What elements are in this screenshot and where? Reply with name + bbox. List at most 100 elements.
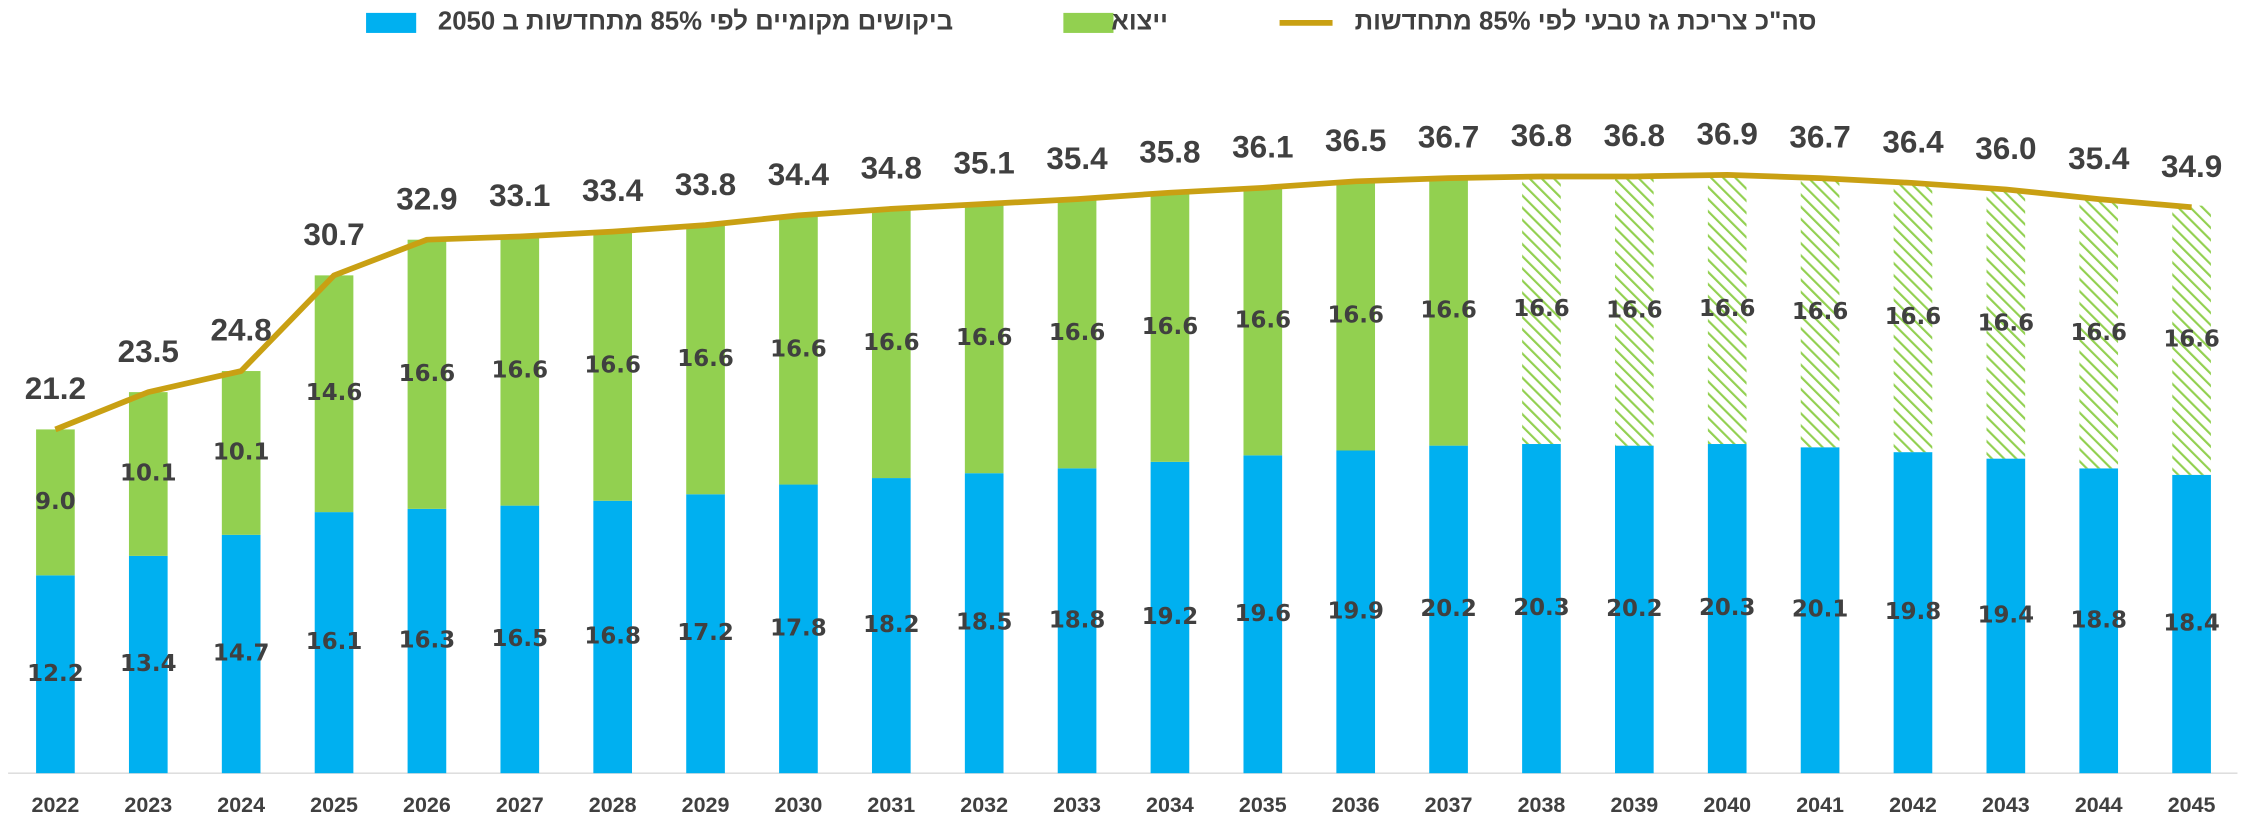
data-label: 16.6 <box>2070 320 2126 346</box>
x-tick-label: 2026 <box>403 793 451 817</box>
data-label: 17.2 <box>677 620 733 646</box>
data-label: 34.9 <box>2161 148 2222 184</box>
bar-segment <box>500 505 540 774</box>
data-label: 10.1 <box>213 439 269 465</box>
bar-segment <box>1150 192 1190 462</box>
data-label: 19.8 <box>1885 599 1941 625</box>
x-tick-label: 2028 <box>589 793 637 817</box>
bar-segment <box>1893 452 1933 774</box>
legend-swatch <box>366 12 417 33</box>
data-label: 16.6 <box>770 336 826 362</box>
legend-swatch <box>1063 12 1114 33</box>
bar-segment <box>871 208 911 479</box>
data-label: 16.6 <box>492 358 548 384</box>
data-label: 16.5 <box>492 626 548 652</box>
bar-segment <box>1243 455 1283 774</box>
data-label: 16.6 <box>584 353 640 379</box>
bar-segment <box>1614 445 1654 774</box>
bar-segment <box>871 478 911 774</box>
bar-segment <box>407 239 447 509</box>
data-label: 20.2 <box>1606 596 1662 622</box>
data-label: 24.8 <box>211 312 272 348</box>
bar-segment <box>1707 444 1747 774</box>
data-label: 16.8 <box>584 623 640 649</box>
bar-segment <box>314 275 354 513</box>
x-tick-label: 2037 <box>1425 793 1473 817</box>
data-label: 18.8 <box>2070 607 2126 633</box>
data-label: 20.1 <box>1792 597 1848 623</box>
data-label: 33.8 <box>675 166 736 202</box>
x-tick-label: 2044 <box>2075 793 2123 817</box>
bar-segment <box>1243 186 1283 456</box>
data-label: 16.6 <box>1792 299 1848 325</box>
data-label: 18.8 <box>1049 607 1105 633</box>
data-label: 17.8 <box>770 615 826 641</box>
x-tick-label: 2022 <box>32 793 80 817</box>
data-label: 16.6 <box>677 346 733 372</box>
data-label: 16.6 <box>1606 298 1662 324</box>
data-label: 16.3 <box>399 628 455 654</box>
data-label: 36.1 <box>1232 128 1293 164</box>
bar-segment <box>686 494 725 774</box>
bar-segment <box>1336 450 1376 774</box>
data-label: 16.6 <box>1699 296 1755 322</box>
bar-segment <box>1057 199 1097 469</box>
bar-segment <box>407 508 447 774</box>
data-label: 33.4 <box>582 172 644 208</box>
data-label: 19.2 <box>1142 604 1198 630</box>
bar-segment <box>2079 468 2119 774</box>
line <box>54 171 2192 433</box>
x-tick-label: 2029 <box>682 793 730 817</box>
data-label: 16.6 <box>2163 327 2219 353</box>
data-label: 14.6 <box>306 380 362 406</box>
x-tick-label: 2042 <box>1889 793 1937 817</box>
bar-segment <box>2079 199 2119 469</box>
data-label: 36.7 <box>1418 119 1479 155</box>
x-tick-label: 2043 <box>1982 793 2030 817</box>
data-label: 16.6 <box>1978 311 2034 337</box>
bar-segment <box>593 500 633 774</box>
data-label: 19.4 <box>1978 602 2034 628</box>
x-tick-label: 2036 <box>1332 793 1380 817</box>
bar-segment <box>1150 461 1190 774</box>
data-label: 20.3 <box>1513 595 1569 621</box>
data-label: 34.4 <box>768 156 830 192</box>
data-label: 34.8 <box>861 150 922 186</box>
data-label: 36.7 <box>1789 119 1850 155</box>
x-tick-label: 2041 <box>1796 793 1844 817</box>
x-tick-label: 2039 <box>1610 793 1658 817</box>
bar-segment <box>1429 445 1468 774</box>
legend-label: ביקושים מקומיים לפי 85% מתחדשות ב 2050 <box>438 8 953 36</box>
x-tick-label: 2031 <box>867 793 915 817</box>
bar-segment <box>1800 447 1840 774</box>
bar-segment <box>964 473 1004 774</box>
bar-segment <box>2172 205 2211 475</box>
bar-segment <box>1522 174 1561 445</box>
data-label: 16.6 <box>1885 304 1941 330</box>
data-label: 16.6 <box>1327 302 1383 328</box>
bar-segment <box>221 371 261 535</box>
data-label: 35.4 <box>1046 140 1108 176</box>
data-label: 19.6 <box>1235 601 1291 627</box>
data-label: 32.9 <box>396 180 457 216</box>
bar-segment <box>779 484 818 774</box>
legend-label: סה"כ צריכת גז טבעי לפי 85% מתחדשות <box>1355 8 1817 36</box>
data-label: 20.2 <box>1420 596 1476 622</box>
bar-segment <box>1614 176 1654 446</box>
data-label: 16.6 <box>399 361 455 387</box>
x-tick-label: 2023 <box>124 793 172 817</box>
data-label: 36.8 <box>1604 117 1665 153</box>
data-label: 14.7 <box>213 640 269 666</box>
x-tick-label: 2025 <box>310 793 358 817</box>
data-label: 16.6 <box>1049 320 1105 346</box>
bar-segment <box>1336 181 1376 451</box>
x-tick-label: 2040 <box>1703 793 1751 817</box>
data-label: 18.2 <box>863 612 919 638</box>
bar-segment <box>1057 468 1097 774</box>
bar-segment <box>2172 474 2211 774</box>
bar-segment <box>36 575 75 774</box>
x-tick-label: 2034 <box>1146 793 1194 817</box>
data-label: 13.4 <box>120 651 176 677</box>
data-label: 16.6 <box>1235 307 1291 333</box>
